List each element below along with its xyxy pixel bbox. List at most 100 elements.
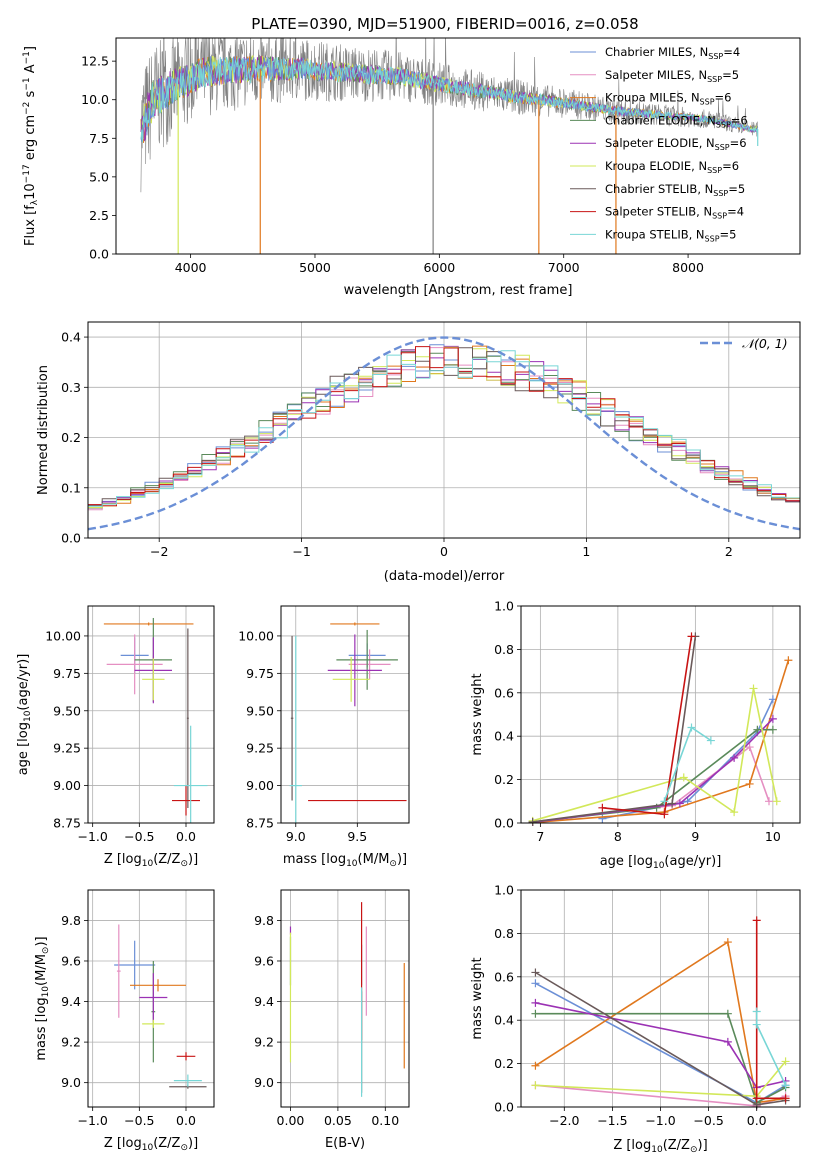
age_vs_Z-ytick-label: 9.75 xyxy=(53,666,81,681)
weight-marker-salpeter_stelib xyxy=(752,1094,761,1103)
weight-vs-metallicity-panel: −2.0 −1.5 −1.0 −0.5 0.0 0.0 0.2 0.4 0.6 0.8 1.0 Z [… xyxy=(470,883,801,1155)
age_vs_mass-frame xyxy=(280,605,410,824)
weight_vs_age-frame xyxy=(520,605,801,824)
age-vs-metallicity-panel: −1.0 −0.5 0.0 8.75 9.00 9.25 9.50 9.75 10.00 Z [l… xyxy=(16,605,215,869)
residuals-ytick-label: 0.4 xyxy=(61,330,81,345)
legend-entry-kroupa_miles: Kroupa MILES, NSSP=6 xyxy=(605,91,731,107)
age_vs_Z-xtick-label: 0.0 xyxy=(176,829,196,844)
weight-marker-chabrier_elodie xyxy=(768,725,777,734)
weight-line-kroupa_stelib xyxy=(755,1011,787,1086)
mass_vs_Z-ylabel: mass [log10(M/M⊙)] xyxy=(34,936,51,1060)
residuals-xtick-label: −2 xyxy=(150,544,168,559)
residuals-ytick-label: 0.2 xyxy=(61,430,81,445)
spectrum-frame xyxy=(115,37,801,255)
residuals-ylabel: Normed distribution xyxy=(36,365,51,495)
age_vs_Z-xlabel: Z [log10(Z/Z⊙)] xyxy=(104,852,198,869)
weight-marker-salpeter_elodie xyxy=(730,753,739,762)
residuals-xtick-label: 2 xyxy=(725,544,733,559)
age_vs_mass-ytick-label: 9.50 xyxy=(246,703,274,718)
age_vs_mass-ytick-label: 9.00 xyxy=(246,778,274,793)
mass_vs_ebv-xtick-label: 0.10 xyxy=(371,1113,399,1128)
figure-title: PLATE=0390, MJD=51900, FIBERID=0016, z=0… xyxy=(251,15,638,33)
age_vs_Z-ytick-label: 9.25 xyxy=(53,741,81,756)
age_vs_mass-ytick-label: 8.75 xyxy=(246,816,274,831)
weight_vs_Z-xtick-label: −1.5 xyxy=(597,1113,627,1128)
weight-marker-salpeter_stelib xyxy=(660,810,669,819)
legend-entry-chabrier_stelib: Chabrier STELIB, NSSP=5 xyxy=(605,182,745,198)
spectrum-ytick-label: 10.0 xyxy=(81,92,109,107)
age_vs_mass-xtick-label: 9.5 xyxy=(347,829,367,844)
weight_vs_Z-xtick-label: 0.0 xyxy=(747,1113,767,1128)
residuals-xtick-label: −1 xyxy=(292,544,310,559)
weight_vs_Z-ytick-label: 0.6 xyxy=(494,969,514,984)
spectrum-ytick-label: 12.5 xyxy=(81,54,109,69)
weight-marker-salpeter_stelib xyxy=(781,1094,790,1103)
mass_vs_ebv-xtick-label: 0.00 xyxy=(277,1113,305,1128)
weight-marker-kroupa_elodie xyxy=(679,773,688,782)
spectrum-legend: Chabrier MILES, NSSP=4 Salpeter MILES, NS… xyxy=(570,45,748,243)
spectrum-xtick-label: 4000 xyxy=(175,260,207,275)
weight-marker-chabrier_miles xyxy=(598,814,607,823)
weight-marker-salpeter_stelib xyxy=(687,632,696,641)
weight-marker-kroupa_stelib xyxy=(687,723,696,732)
spectrum-xtick-label: 8000 xyxy=(672,260,704,275)
residuals-xtick-label: 1 xyxy=(582,544,590,559)
age_vs_Z-ytick-label: 9.50 xyxy=(53,703,81,718)
mass_vs_Z-xlabel: Z [log10(Z/Z⊙)] xyxy=(104,1136,198,1153)
spectrum-ytick-label: 0.0 xyxy=(89,247,109,262)
weight-line-kroupa_miles xyxy=(534,940,786,1104)
weight-marker-kroupa_miles xyxy=(531,1061,540,1070)
age_vs_Z-xtick-label: −0.5 xyxy=(124,829,154,844)
weight-marker-kroupa_miles xyxy=(745,779,754,788)
weight-marker-salpeter_stelib xyxy=(598,803,607,812)
mass_vs_ebv-xlabel: E(B-V) xyxy=(325,1136,365,1151)
mass_vs_Z-ytick-label: 9.4 xyxy=(61,994,81,1009)
weight_vs_age-ytick-label: 0.2 xyxy=(494,772,514,787)
mass_vs_Z-ytick-label: 9.8 xyxy=(61,913,81,928)
weight-marker-chabrier_stelib xyxy=(668,799,677,808)
observed-spectrum-line xyxy=(140,38,758,193)
weight_vs_Z-ytick-label: 0.0 xyxy=(494,1100,514,1115)
weight-marker-salpeter_elodie xyxy=(768,714,777,723)
weight-line-salpeter_stelib xyxy=(755,920,786,1100)
age_vs_mass-ytick-label: 9.25 xyxy=(246,741,274,756)
weight_vs_age-ytick-label: 0.8 xyxy=(494,642,514,657)
residuals-xlabel: (data-model)/error xyxy=(384,569,505,584)
spectrum-ylabel: Flux [fλ10−17 erg cm−2 s−1 A−1] xyxy=(22,46,40,246)
age_vs_mass-xlabel: mass [log10(M/M⊙)] xyxy=(283,852,407,869)
weight-marker-chabrier_elodie xyxy=(531,1009,540,1018)
weight-marker-chabrier_miles xyxy=(531,979,540,988)
weight-marker-kroupa_stelib xyxy=(660,797,669,806)
mass_vs_Z-ytick-label: 9.0 xyxy=(61,1075,81,1090)
weight_vs_Z-xtick-label: −2.0 xyxy=(549,1113,579,1128)
mass_vs_Z-ytick-label: 9.2 xyxy=(61,1035,81,1050)
spectrum-ytick-label: 7.5 xyxy=(89,131,109,146)
mass_vs_Z-xtick-label: 0.0 xyxy=(176,1113,196,1128)
weight_vs_Z-xtick-label: −0.5 xyxy=(693,1113,723,1128)
legend-entry-salpeter_stelib: Salpeter STELIB, NSSP=4 xyxy=(605,205,744,221)
weight_vs_age-ytick-label: 0.6 xyxy=(494,685,514,700)
spectrum-xtick-label: 6000 xyxy=(423,260,455,275)
residuals-xtick-label: 0 xyxy=(440,544,448,559)
age_vs_mass-ytick-label: 9.75 xyxy=(246,666,274,681)
weight_vs_age-ytick-label: 0.0 xyxy=(494,816,514,831)
weight_vs_Z-ytick-label: 0.8 xyxy=(494,926,514,941)
spectrum-xtick-label: 5000 xyxy=(299,260,331,275)
weight-marker-salpeter_elodie xyxy=(723,1037,732,1046)
legend-entry-chabrier_elodie: Chabrier ELODIE, NSSP=6 xyxy=(605,113,748,129)
mass_vs_ebv-frame xyxy=(280,889,410,1108)
mass_vs_ebv-ytick-label: 9.4 xyxy=(254,994,274,1009)
age_vs_Z-xtick-label: −1.0 xyxy=(77,829,107,844)
weight-line-salpeter_elodie xyxy=(535,1002,786,1089)
age_vs_mass-xtick-label: 9.0 xyxy=(286,829,306,844)
mass_vs_ebv-ytick-label: 9.0 xyxy=(254,1075,274,1090)
spectrum-ytick-label: 2.5 xyxy=(89,208,109,223)
weight-marker-kroupa_elodie xyxy=(749,684,758,693)
weight_vs_age-ylabel: mass weight xyxy=(470,673,485,755)
weight-line-chabrier_stelib xyxy=(532,636,697,823)
mass-vs-ebv-panel: 0.00 0.05 0.10 9.0 9.2 9.4 9.6 9.8 E(B-V) xyxy=(254,889,410,1151)
spectrum-panel: 4000 5000 6000 7000 8000 0.0 2.5 5.0 7.5 10.0 12.5… xyxy=(22,37,801,298)
weight-marker-salpeter_stelib xyxy=(752,916,761,925)
weight-line-chabrier_elodie xyxy=(535,1012,786,1104)
